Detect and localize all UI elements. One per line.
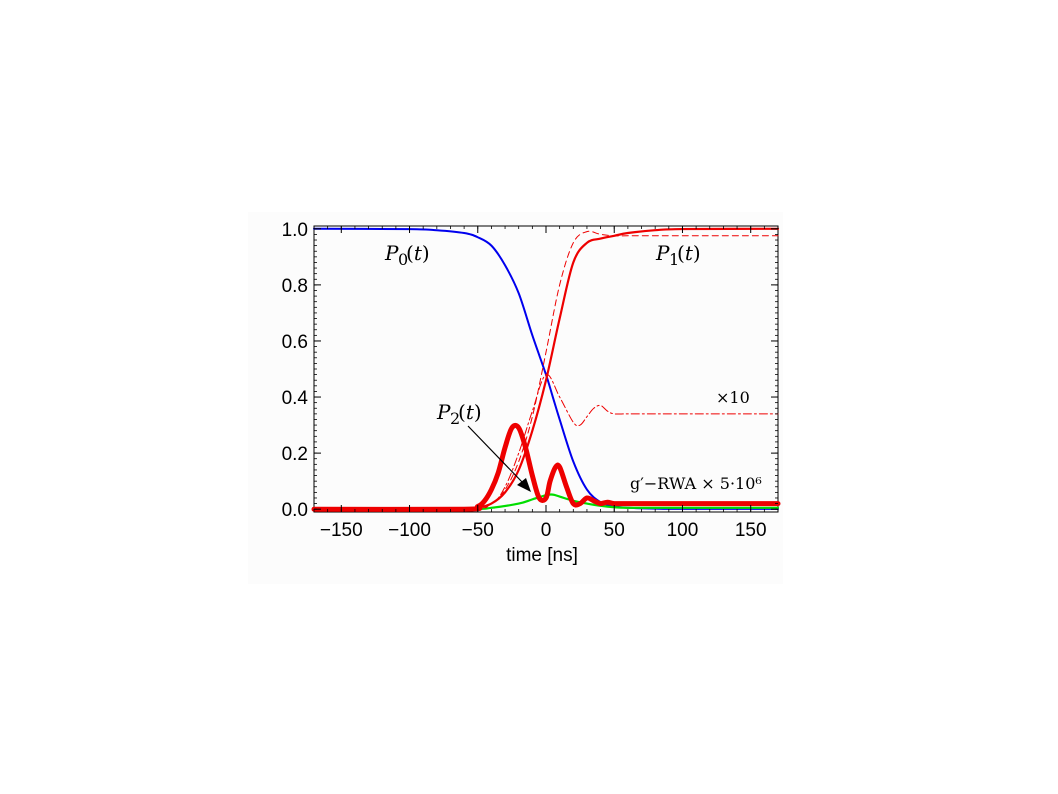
p1-letter: P — [655, 241, 670, 265]
times10-label: ×10 — [716, 388, 750, 407]
chart-figure: −150 −100 −50 0 50 100 150 0.0 0.2 0.4 0.6 0.8 1.0 t… — [248, 212, 783, 584]
y-tick-label: 0.4 — [282, 388, 309, 409]
times10-dashdot-line — [313, 374, 779, 511]
y-tick-label: 1.0 — [282, 220, 308, 241]
x-tick-label: −100 — [388, 520, 431, 541]
p0-arg: (t) — [406, 241, 430, 265]
x-tick-label: −150 — [320, 520, 363, 541]
p0-label: P 0 (t) — [384, 241, 430, 269]
series-layer — [311, 227, 781, 512]
p0-letter: P — [384, 241, 399, 265]
y-tick-label: 0.6 — [282, 332, 308, 353]
x-axis-title: time [ns] — [506, 545, 578, 566]
x-tick-label: −50 — [462, 520, 494, 541]
p1-dashed-line — [313, 230, 779, 511]
y-tick-label: 0.8 — [282, 276, 308, 297]
p0-subscript: 0 — [398, 250, 408, 269]
p1-subscript: 1 — [669, 250, 679, 269]
p2-label: P 2 (t) — [436, 400, 482, 428]
y-tick-label: 0.2 — [282, 444, 308, 465]
rwa-label: g′−RWA × 5·10⁶ — [630, 474, 762, 493]
line-chart: −150 −100 −50 0 50 100 150 0.0 0.2 0.4 0.6 0.8 1.0 t… — [282, 220, 781, 566]
ticks-layer: −150 −100 −50 0 50 100 150 0.0 0.2 0.4 0.6 0.8 1.0 — [282, 220, 779, 541]
p2-letter: P — [436, 400, 451, 424]
p1-label: P 1 (t) — [655, 241, 701, 269]
y-tick-label: 0.0 — [282, 500, 308, 521]
x-tick-label: 50 — [604, 520, 625, 541]
p1-line — [312, 227, 780, 511]
x-tick-label: 100 — [667, 520, 699, 541]
x-tick-label: 0 — [541, 520, 552, 541]
p1-arg: (t) — [677, 241, 701, 265]
rwa-line — [312, 493, 780, 511]
plot-frame — [313, 225, 779, 513]
p2-arg: (t) — [458, 400, 482, 424]
x-tick-label: 150 — [735, 520, 767, 541]
p2-thick-line — [311, 422, 781, 512]
p0-line — [313, 227, 779, 510]
p2-arrow — [467, 425, 531, 492]
p2-subscript: 2 — [450, 409, 460, 428]
